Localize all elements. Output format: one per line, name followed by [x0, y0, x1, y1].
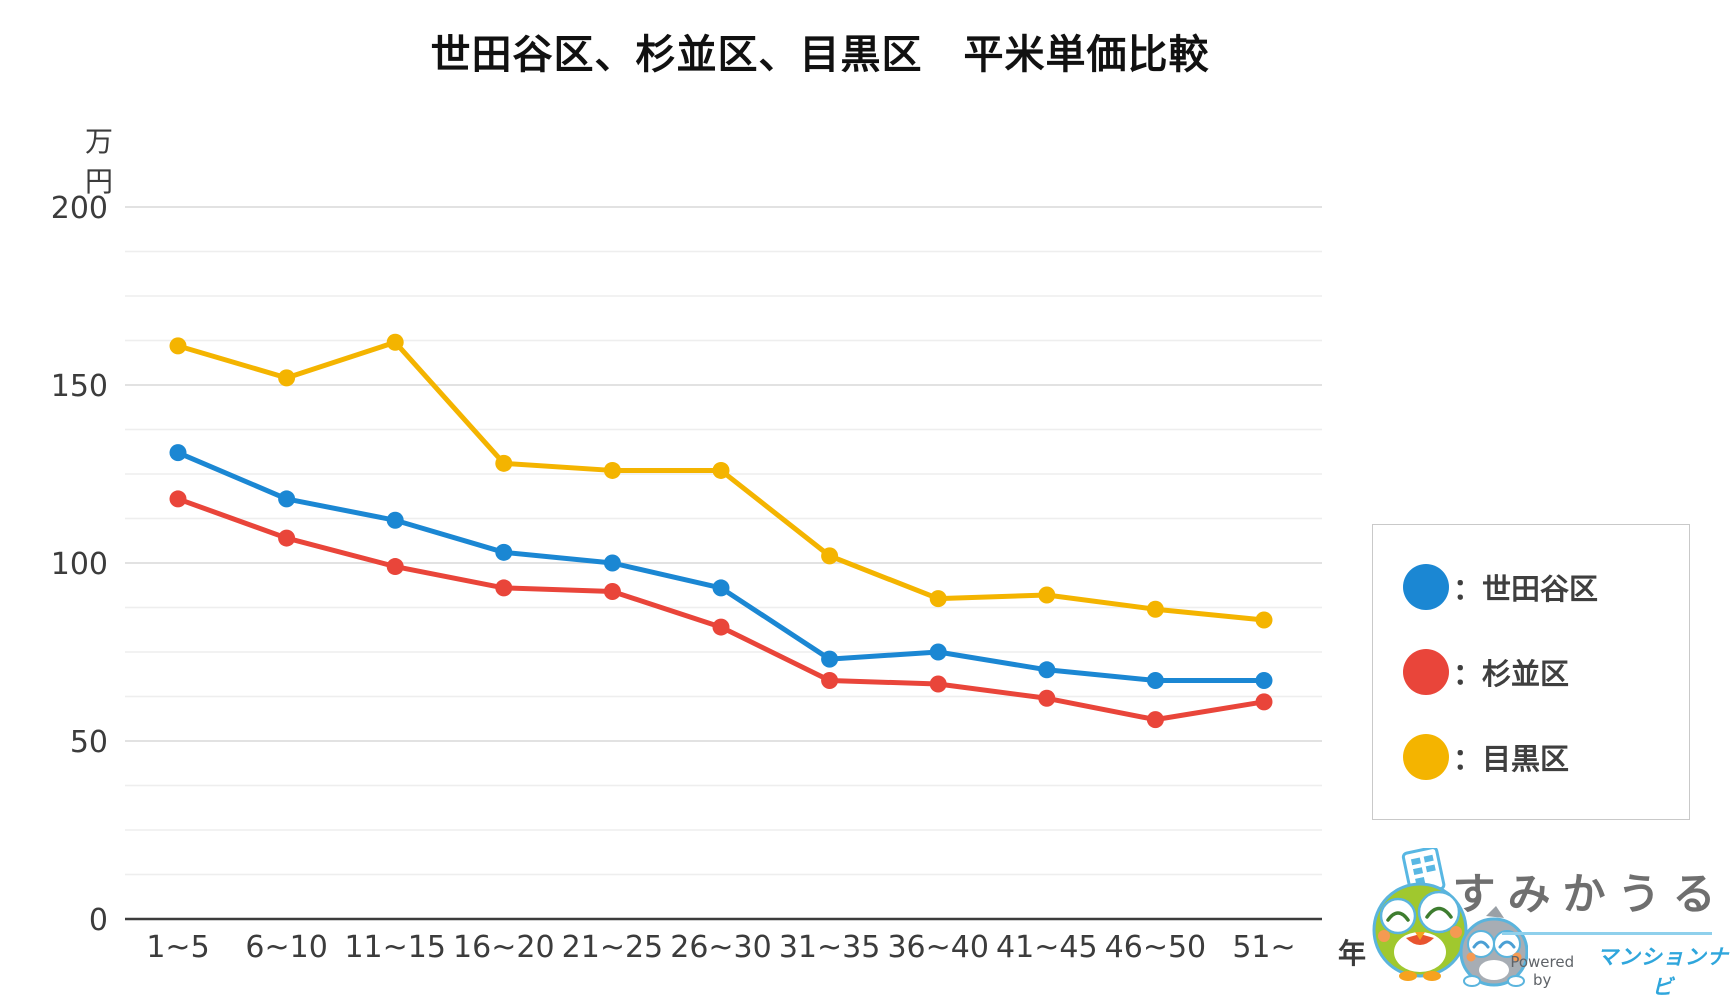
legend-item-suginami: ：杉並区 — [1403, 648, 1689, 695]
data-point — [1038, 661, 1056, 679]
svg-text:31~35: 31~35 — [779, 930, 880, 965]
legend: ：世田谷区 ：杉並区 ：目黒区 — [1372, 524, 1690, 820]
data-point — [1255, 693, 1273, 711]
y-axis-unit-label: 万円 — [84, 125, 113, 198]
data-point — [821, 671, 839, 689]
data-point — [603, 554, 621, 572]
y-axis-tick-labels: 0 50 100 150 200 — [51, 191, 108, 938]
brand-divider — [1502, 932, 1712, 935]
data-point — [1146, 671, 1164, 689]
data-point — [712, 618, 730, 636]
svg-text:100: 100 — [51, 547, 108, 582]
series-line — [175, 339, 1267, 623]
svg-text:36~40: 36~40 — [887, 930, 988, 965]
data-point — [386, 511, 404, 529]
data-point — [1038, 586, 1056, 604]
brand-name: すみかうる — [1452, 870, 1728, 920]
svg-text:16~20: 16~20 — [453, 930, 554, 965]
legend-label: ：世田谷区 — [1453, 572, 1599, 607]
series-杉並区 — [169, 490, 1273, 729]
legend-label: ：杉並区 — [1453, 656, 1570, 691]
data-point — [929, 643, 947, 661]
series-世田谷区 — [169, 444, 1273, 689]
legend-label: ：目黒区 — [1453, 741, 1570, 776]
svg-text:11~15: 11~15 — [344, 930, 445, 965]
legend-dot-meguro — [1403, 733, 1449, 780]
x-axis-unit-label: 年 — [1338, 937, 1367, 970]
data-point — [495, 454, 513, 472]
legend-item-meguro: ：目黒区 — [1403, 733, 1689, 780]
series-line — [175, 496, 1267, 723]
series-line — [175, 450, 1267, 683]
data-point — [169, 490, 187, 508]
legend-item-setagaya: ：世田谷区 — [1403, 564, 1689, 611]
data-point — [929, 590, 947, 608]
data-point — [495, 579, 513, 597]
data-point — [1146, 600, 1164, 618]
data-point — [603, 461, 621, 479]
svg-text:26~30: 26~30 — [670, 930, 771, 965]
svg-text:21~25: 21~25 — [562, 930, 663, 965]
svg-text:51~: 51~ — [1232, 930, 1295, 965]
data-point — [169, 337, 187, 355]
svg-text:0: 0 — [89, 903, 108, 938]
data-point — [386, 558, 404, 576]
svg-text:200: 200 — [51, 191, 108, 226]
svg-text:50: 50 — [70, 725, 108, 760]
data-point — [929, 675, 947, 693]
powered-brand-name: マンションナビ — [1596, 945, 1729, 999]
svg-text:150: 150 — [51, 369, 108, 404]
legend-dot-suginami — [1403, 648, 1449, 695]
data-point — [278, 490, 296, 508]
data-point — [386, 333, 404, 351]
data-point — [821, 650, 839, 668]
data-point — [495, 543, 513, 561]
gridlines — [125, 206, 1322, 876]
data-point — [712, 461, 730, 479]
data-point — [1255, 611, 1273, 629]
data-point — [712, 579, 730, 597]
data-point — [821, 547, 839, 565]
data-point — [169, 444, 187, 462]
data-point — [603, 582, 621, 600]
data-point — [278, 529, 296, 547]
svg-text:6~10: 6~10 — [245, 930, 327, 965]
legend-dot-setagaya — [1403, 564, 1449, 611]
svg-text:41~45: 41~45 — [996, 930, 1097, 965]
data-point — [1038, 689, 1056, 707]
series-目黒区 — [169, 333, 1273, 629]
sumikauru-logo: すみかうる Powered by マンションナビ — [1368, 848, 1734, 999]
svg-text:1~5: 1~5 — [146, 930, 209, 965]
powered-by-label: Powered by — [1510, 953, 1575, 989]
data-point — [1255, 671, 1273, 689]
owl-mascots-icon — [1372, 848, 1528, 987]
data-point — [1146, 711, 1164, 729]
chart-title: 世田谷区、杉並区、目黒区 平米単価比較 — [430, 32, 1210, 78]
data-point — [278, 369, 296, 387]
svg-text:46~50: 46~50 — [1105, 930, 1206, 965]
x-axis-tick-labels: 1~5 6~10 11~15 16~20 21~25 26~30 31~35 36~40 41~… — [146, 930, 1295, 965]
